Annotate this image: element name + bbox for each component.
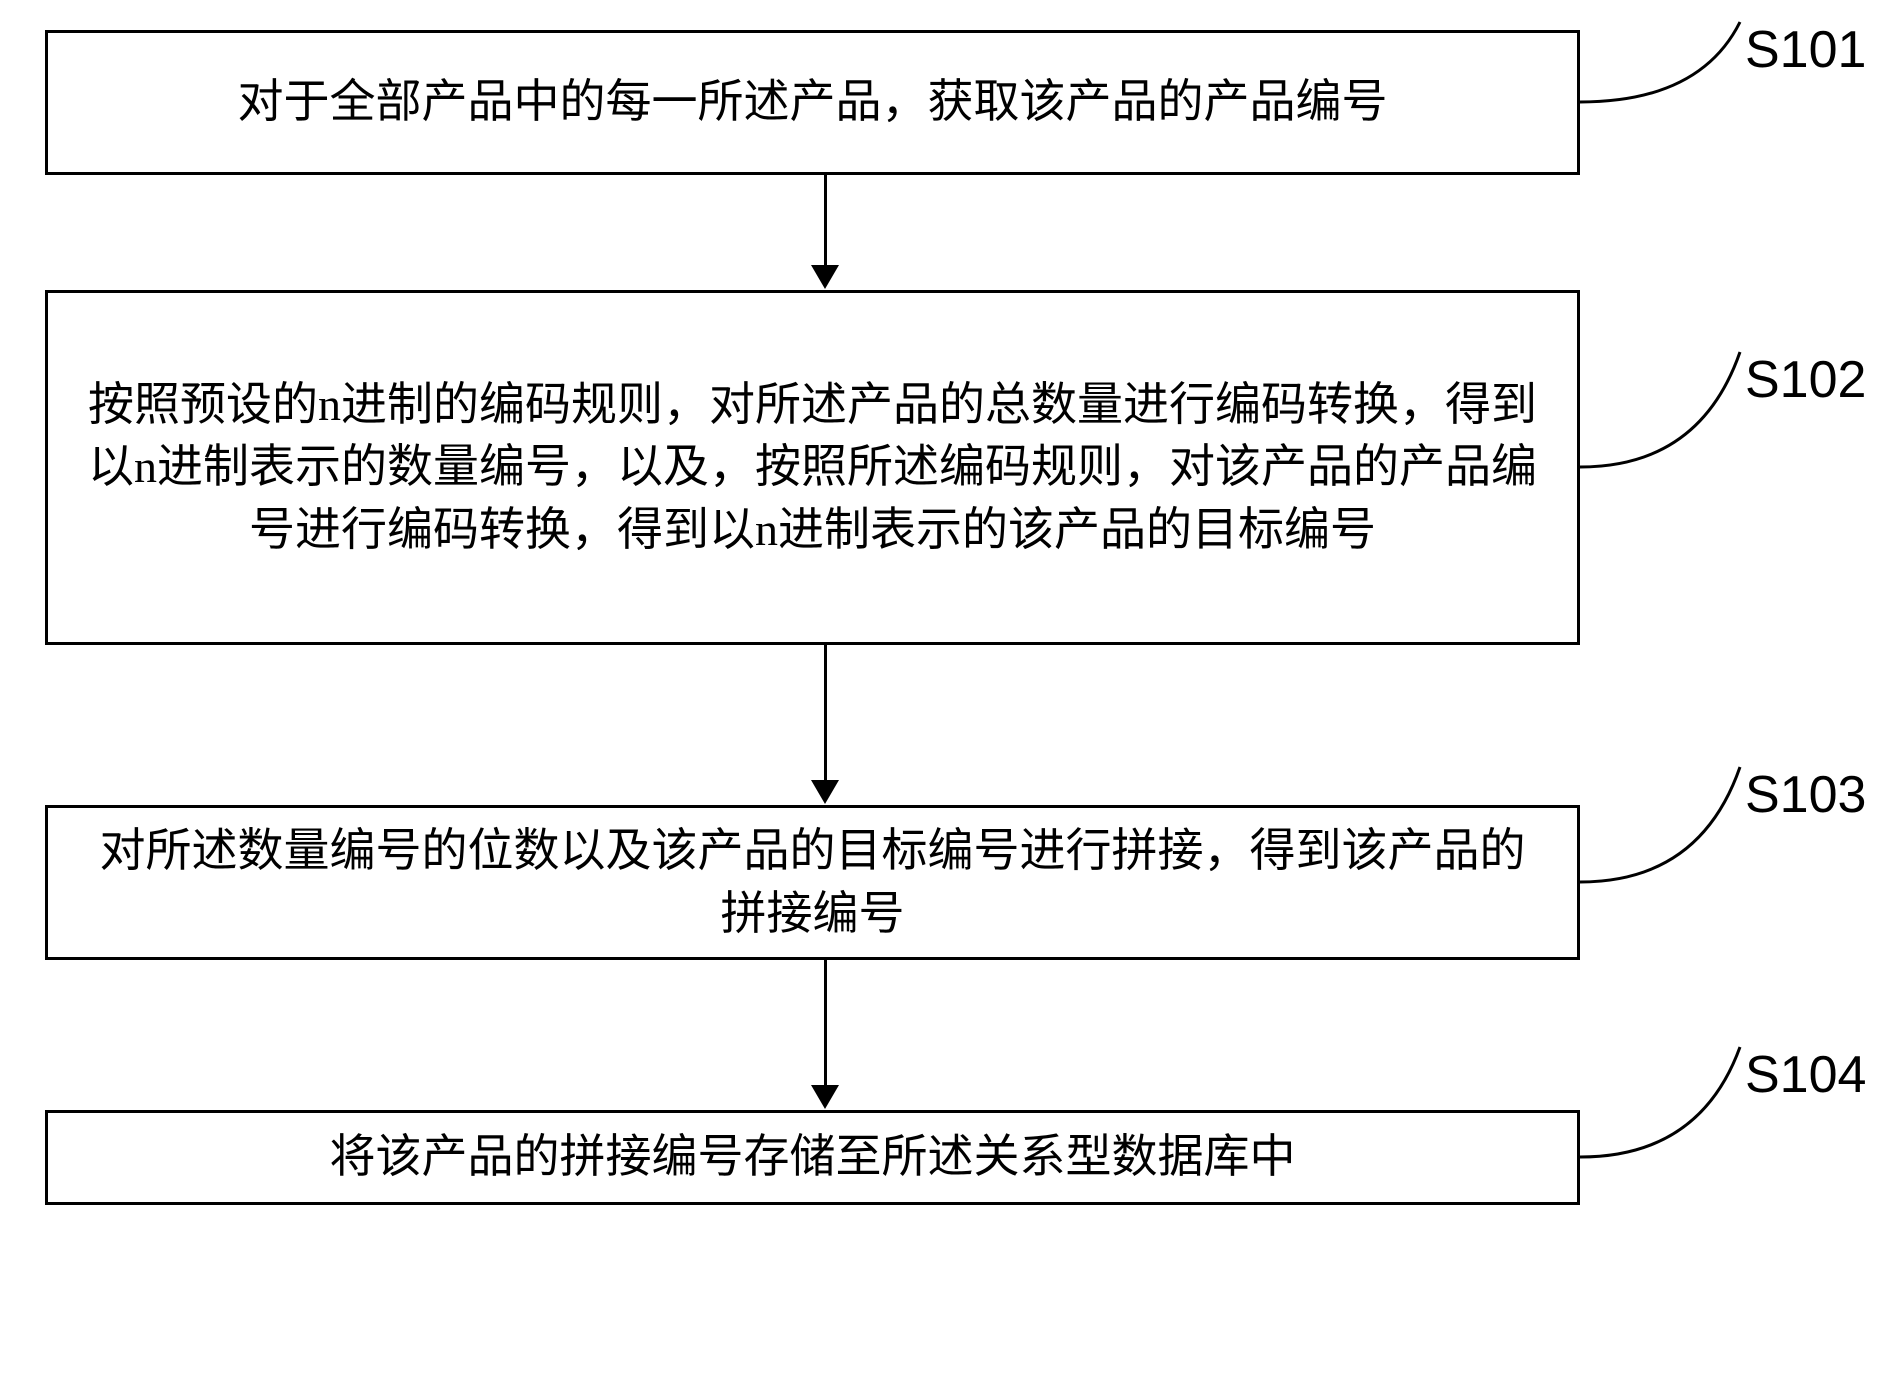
- step-label-s103: S103: [1745, 765, 1866, 825]
- step-label-s102: S102: [1745, 350, 1866, 410]
- step-label-s104: S104: [1745, 1045, 1866, 1105]
- step-box-s101: 对于全部产品中的每一所述产品，获取该产品的产品编号: [45, 30, 1580, 175]
- step-text-s102: 按照预设的n进制的编码规则，对所述产品的总数量进行编码转换，得到以n进制表示的数…: [78, 374, 1547, 560]
- arrow-3: [811, 960, 839, 1109]
- connector-s101: [1580, 18, 1745, 108]
- arrow-1: [811, 175, 839, 289]
- step-label-s101: S101: [1745, 20, 1866, 80]
- step-text-s103: 对所述数量编号的位数以及该产品的目标编号进行拼接，得到该产品的拼接编号: [78, 820, 1547, 944]
- connector-s103: [1580, 763, 1745, 888]
- step-box-s104: 将该产品的拼接编号存储至所述关系型数据库中: [45, 1110, 1580, 1205]
- connector-s102: [1580, 348, 1745, 473]
- step-box-s102: 按照预设的n进制的编码规则，对所述产品的总数量进行编码转换，得到以n进制表示的数…: [45, 290, 1580, 645]
- step-box-s103: 对所述数量编号的位数以及该产品的目标编号进行拼接，得到该产品的拼接编号: [45, 805, 1580, 960]
- step-text-s101: 对于全部产品中的每一所述产品，获取该产品的产品编号: [238, 71, 1388, 133]
- connector-s104: [1580, 1043, 1745, 1163]
- arrow-2: [811, 645, 839, 804]
- step-text-s104: 将该产品的拼接编号存储至所述关系型数据库中: [330, 1126, 1296, 1188]
